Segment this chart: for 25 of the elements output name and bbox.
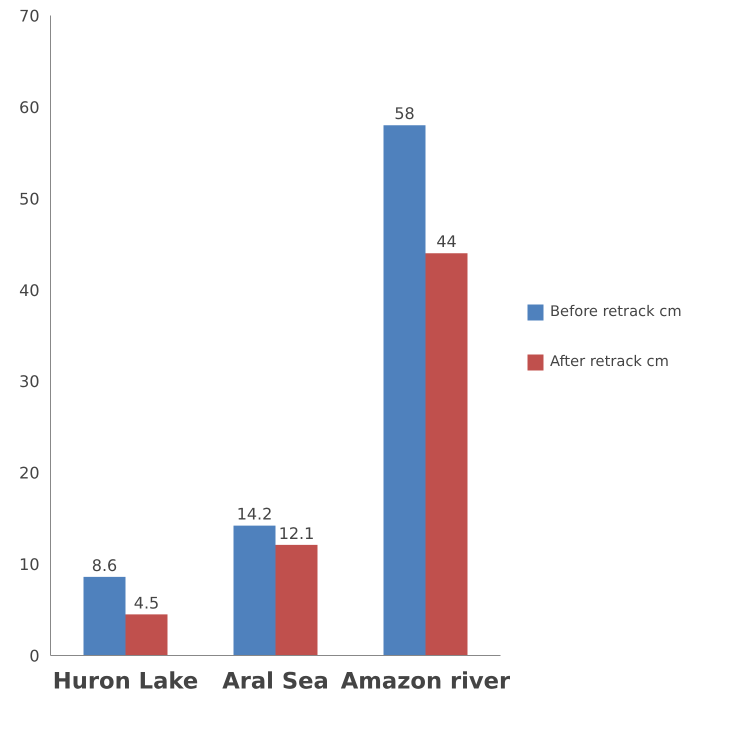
bar <box>234 526 276 656</box>
y-tick-label: 20 <box>19 464 40 483</box>
y-tick-label: 70 <box>19 6 40 26</box>
y-tick-label: 60 <box>19 98 40 117</box>
x-tick-label: Aral Sea <box>222 668 329 694</box>
x-tick-label: Amazon river <box>340 668 512 694</box>
data-label: 8.6 <box>92 556 118 575</box>
data-label: 58 <box>394 104 415 124</box>
bar <box>426 253 468 656</box>
bar <box>276 544 318 656</box>
data-label: 12.1 <box>278 524 314 543</box>
bar <box>84 576 126 656</box>
legend-label: After retrack cm <box>550 353 669 370</box>
bar <box>126 614 168 656</box>
data-label: 4.5 <box>134 593 160 612</box>
x-tick-label: Huron Lake <box>52 668 198 694</box>
data-label: 14.2 <box>236 504 272 524</box>
y-tick-label: 0 <box>29 646 40 666</box>
y-tick-label: 10 <box>19 555 40 574</box>
y-tick-label: 40 <box>19 280 40 300</box>
y-tick-label: 30 <box>19 372 40 392</box>
data-label: 44 <box>436 232 457 252</box>
y-tick-label: 50 <box>19 189 40 208</box>
bar <box>384 125 426 656</box>
legend-label: Before retrack cm <box>550 303 682 320</box>
